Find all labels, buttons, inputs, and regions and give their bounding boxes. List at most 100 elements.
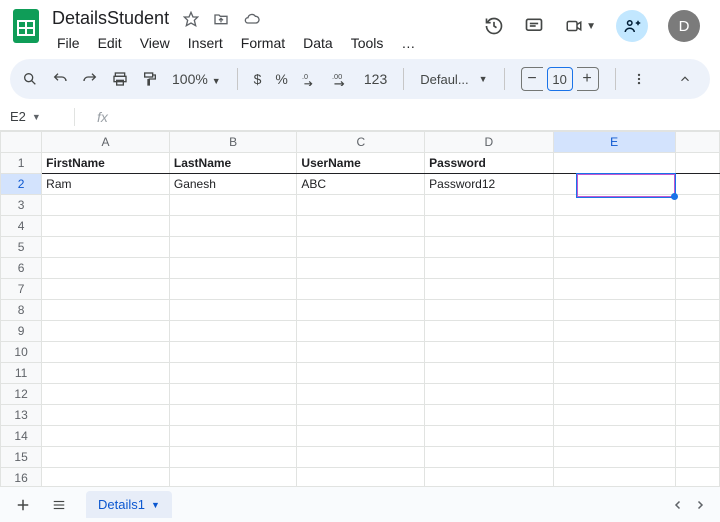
- history-icon[interactable]: [484, 16, 504, 36]
- cell[interactable]: [553, 363, 675, 384]
- cell[interactable]: [675, 153, 719, 174]
- scroll-left-icon[interactable]: [672, 499, 684, 511]
- cell[interactable]: [425, 300, 553, 321]
- decrease-decimal-button[interactable]: .0: [302, 72, 318, 86]
- menu-format[interactable]: Format: [234, 33, 292, 53]
- column-header[interactable]: C: [297, 132, 425, 153]
- cell[interactable]: [169, 363, 297, 384]
- cell[interactable]: [675, 342, 719, 363]
- cell[interactable]: [42, 300, 170, 321]
- column-header[interactable]: [675, 132, 719, 153]
- zoom-select[interactable]: 100% ▼: [172, 71, 221, 87]
- menu-file[interactable]: File: [50, 33, 87, 53]
- font-select[interactable]: Defaul...▼: [420, 72, 487, 87]
- share-button[interactable]: [616, 10, 648, 42]
- menu-insert[interactable]: Insert: [181, 33, 230, 53]
- scroll-right-icon[interactable]: [694, 499, 706, 511]
- cell[interactable]: [169, 258, 297, 279]
- menu-edit[interactable]: Edit: [91, 33, 129, 53]
- cell[interactable]: [42, 384, 170, 405]
- row-header[interactable]: 12: [1, 384, 42, 405]
- cell[interactable]: [553, 300, 675, 321]
- cell[interactable]: [169, 321, 297, 342]
- cell[interactable]: [675, 300, 719, 321]
- cell[interactable]: FirstName: [42, 153, 170, 174]
- cell[interactable]: [425, 321, 553, 342]
- cell[interactable]: [42, 216, 170, 237]
- menu-tools[interactable]: Tools: [344, 33, 391, 53]
- cell[interactable]: [553, 342, 675, 363]
- cell[interactable]: [42, 405, 170, 426]
- cell[interactable]: [297, 216, 425, 237]
- number-format-button[interactable]: 123: [364, 71, 387, 87]
- cell[interactable]: [675, 426, 719, 447]
- select-all-corner[interactable]: [1, 132, 42, 153]
- cell[interactable]: [169, 300, 297, 321]
- cell[interactable]: [675, 174, 719, 195]
- cloud-icon[interactable]: [243, 11, 261, 27]
- comment-icon[interactable]: [524, 16, 544, 36]
- cell[interactable]: [553, 237, 675, 258]
- cell[interactable]: [169, 447, 297, 468]
- paint-format-icon[interactable]: [142, 71, 158, 87]
- cell[interactable]: [169, 342, 297, 363]
- font-size-decrease[interactable]: −: [521, 67, 543, 91]
- print-icon[interactable]: [112, 71, 128, 87]
- row-header[interactable]: 6: [1, 258, 42, 279]
- cell[interactable]: [553, 321, 675, 342]
- cell[interactable]: [169, 216, 297, 237]
- cell[interactable]: [297, 195, 425, 216]
- cell[interactable]: [425, 342, 553, 363]
- cell[interactable]: [553, 258, 675, 279]
- cell[interactable]: [425, 195, 553, 216]
- cell[interactable]: [425, 405, 553, 426]
- cell[interactable]: [297, 405, 425, 426]
- cell[interactable]: [297, 237, 425, 258]
- row-header[interactable]: 7: [1, 279, 42, 300]
- cell[interactable]: [675, 195, 719, 216]
- undo-icon[interactable]: [52, 71, 68, 87]
- row-header[interactable]: 9: [1, 321, 42, 342]
- cell[interactable]: [42, 195, 170, 216]
- cell[interactable]: [553, 447, 675, 468]
- cell[interactable]: [297, 300, 425, 321]
- percent-button[interactable]: %: [275, 71, 287, 87]
- increase-decimal-button[interactable]: .00: [332, 72, 350, 86]
- cell[interactable]: [297, 363, 425, 384]
- cell[interactable]: [425, 426, 553, 447]
- currency-button[interactable]: $: [254, 71, 262, 87]
- cell[interactable]: [42, 321, 170, 342]
- cell[interactable]: ABC: [297, 174, 425, 195]
- row-header[interactable]: 13: [1, 405, 42, 426]
- cell[interactable]: [553, 153, 675, 174]
- cell[interactable]: [42, 237, 170, 258]
- more-vert-icon[interactable]: [632, 71, 646, 87]
- cell[interactable]: [169, 237, 297, 258]
- cell[interactable]: [553, 405, 675, 426]
- cell[interactable]: [297, 447, 425, 468]
- cell[interactable]: [297, 384, 425, 405]
- column-header[interactable]: B: [169, 132, 297, 153]
- cell[interactable]: [42, 447, 170, 468]
- cell[interactable]: [675, 405, 719, 426]
- font-size-increase[interactable]: +: [577, 67, 599, 91]
- cell[interactable]: [675, 363, 719, 384]
- column-header[interactable]: E: [553, 132, 675, 153]
- move-icon[interactable]: [213, 11, 229, 27]
- row-header[interactable]: 14: [1, 426, 42, 447]
- column-header[interactable]: D: [425, 132, 553, 153]
- star-icon[interactable]: [183, 11, 199, 27]
- cell[interactable]: [675, 447, 719, 468]
- cell[interactable]: [675, 216, 719, 237]
- formula-input[interactable]: [108, 103, 720, 130]
- cell[interactable]: [553, 426, 675, 447]
- cell[interactable]: [675, 237, 719, 258]
- row-header[interactable]: 1: [1, 153, 42, 174]
- cell[interactable]: [675, 258, 719, 279]
- row-header[interactable]: 4: [1, 216, 42, 237]
- cell[interactable]: [425, 384, 553, 405]
- row-header[interactable]: 11: [1, 363, 42, 384]
- font-size-value[interactable]: 10: [547, 67, 573, 91]
- cell[interactable]: [553, 195, 675, 216]
- cell[interactable]: [42, 258, 170, 279]
